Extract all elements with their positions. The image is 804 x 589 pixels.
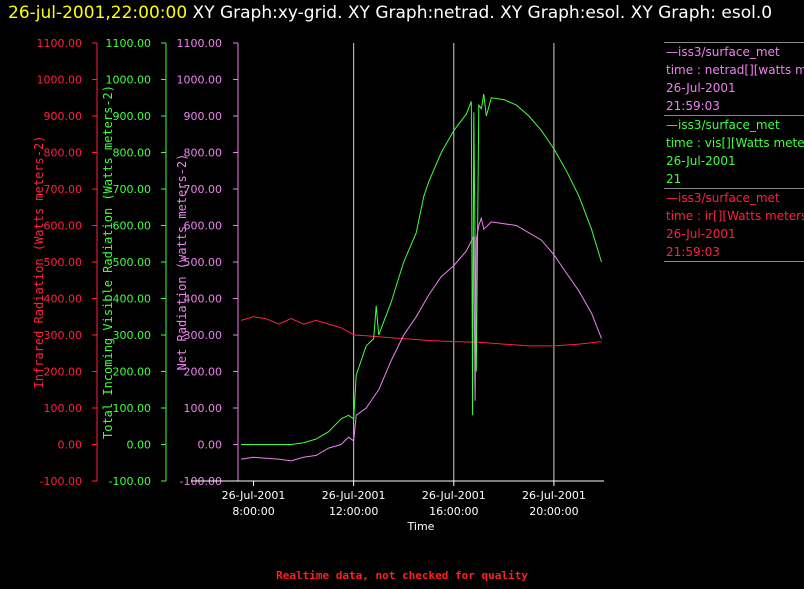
- y-axis-label: Infrared Radiation (Watts meters-2): [32, 136, 46, 389]
- y-tick-label: 600.00: [44, 220, 83, 233]
- y-tick-label: 400.00: [44, 293, 83, 306]
- y-tick-label: -100.00: [109, 475, 151, 488]
- x-tick-label-date: 26-Jul-2001: [322, 489, 386, 502]
- chart-header: 26-jul-2001,22:00:00 XY Graph:xy-grid. X…: [8, 0, 798, 26]
- y-tick-label: 700.00: [113, 183, 152, 196]
- y-tick-label: 300.00: [184, 329, 223, 342]
- y-tick-label: 400.00: [113, 293, 152, 306]
- y-tick-label: 700.00: [44, 183, 83, 196]
- header-title: XY Graph:xy-grid. XY Graph:netrad. XY Gr…: [187, 3, 773, 23]
- y-tick-label: -100.00: [40, 475, 82, 488]
- y-tick-label: 700.00: [184, 183, 223, 196]
- y-tick-label: 600.00: [184, 220, 223, 233]
- x-tick-label-time: 16:00:00: [429, 505, 478, 518]
- legend-source: —iss3/surface_met: [666, 45, 780, 59]
- y-tick-label: 400.00: [184, 293, 223, 306]
- y-tick-label: 800.00: [184, 147, 223, 160]
- y-tick-label: 1000.00: [177, 74, 223, 87]
- y-axis-label: Net Radiation (watts meters-2): [175, 154, 189, 371]
- y-tick-label: 500.00: [113, 256, 152, 269]
- y-tick-label: 100.00: [44, 402, 83, 415]
- legend-variable: time : netrad[][watts meters-2]: [666, 63, 804, 77]
- y-tick-label: 1100.00: [37, 37, 83, 50]
- x-tick-label-time: 20:00:00: [529, 505, 578, 518]
- y-tick-label: 1100.00: [177, 37, 223, 50]
- y-tick-label: 500.00: [184, 256, 223, 269]
- y-tick-label: 1000.00: [106, 74, 152, 87]
- legend-date: 26-Jul-2001: [666, 227, 736, 241]
- y-tick-label: 1100.00: [106, 37, 152, 50]
- y-tick-label: 0.00: [127, 439, 152, 452]
- x-tick-label-time: 12:00:00: [329, 505, 378, 518]
- y-tick-label: 900.00: [184, 110, 223, 123]
- y-tick-label: 800.00: [44, 147, 83, 160]
- series-line-vis: [241, 94, 602, 445]
- legend-time: 21:59:03: [666, 99, 720, 113]
- y-tick-label: 200.00: [113, 366, 152, 379]
- y-axis-label: Total Incoming Visible Radiation (Watts …: [101, 85, 115, 439]
- y-tick-label: 900.00: [113, 110, 152, 123]
- y-tick-label: 0.00: [198, 439, 223, 452]
- y-tick-label: 300.00: [113, 329, 152, 342]
- legend-date: 26-Jul-2001: [666, 154, 736, 168]
- x-tick-label-time: 8:00:00: [232, 505, 274, 518]
- y-tick-label: 300.00: [44, 329, 83, 342]
- x-tick-label-date: 26-Jul-2001: [222, 489, 286, 502]
- y-tick-label: 200.00: [44, 366, 83, 379]
- y-tick-label: 1000.00: [37, 74, 83, 87]
- y-tick-label: 500.00: [44, 256, 83, 269]
- x-tick-label-date: 26-Jul-2001: [422, 489, 486, 502]
- x-axis-label: Time: [407, 520, 435, 533]
- legend-time: 21:59:03: [666, 245, 720, 259]
- y-tick-label: 0.00: [58, 439, 83, 452]
- header-date: 26-jul-2001,22:00:00: [8, 3, 188, 23]
- legend-source: —iss3/surface_met: [666, 191, 780, 205]
- legend-variable: time : ir[][Watts meters-2]: [666, 209, 804, 223]
- y-tick-label: 800.00: [113, 147, 152, 160]
- y-tick-label: 900.00: [44, 110, 83, 123]
- legend-variable: time : vis[][Watts meters-2]: [666, 136, 804, 150]
- legend-source: —iss3/surface_met: [666, 118, 780, 132]
- y-tick-label: 600.00: [113, 220, 152, 233]
- series-line-netrad: [240, 216, 602, 462]
- legend-date: 26-Jul-2001: [666, 81, 736, 95]
- series-line-ir: [240, 316, 602, 347]
- quality-notice: Realtime data, not checked for quality: [276, 569, 528, 582]
- x-tick-label-date: 26-Jul-2001: [522, 489, 586, 502]
- legend-time: 21: [666, 172, 682, 186]
- y-tick-label: 100.00: [113, 402, 152, 415]
- y-tick-label: 100.00: [184, 402, 223, 415]
- legend-divider: [664, 261, 804, 262]
- y-tick-label: 200.00: [184, 366, 223, 379]
